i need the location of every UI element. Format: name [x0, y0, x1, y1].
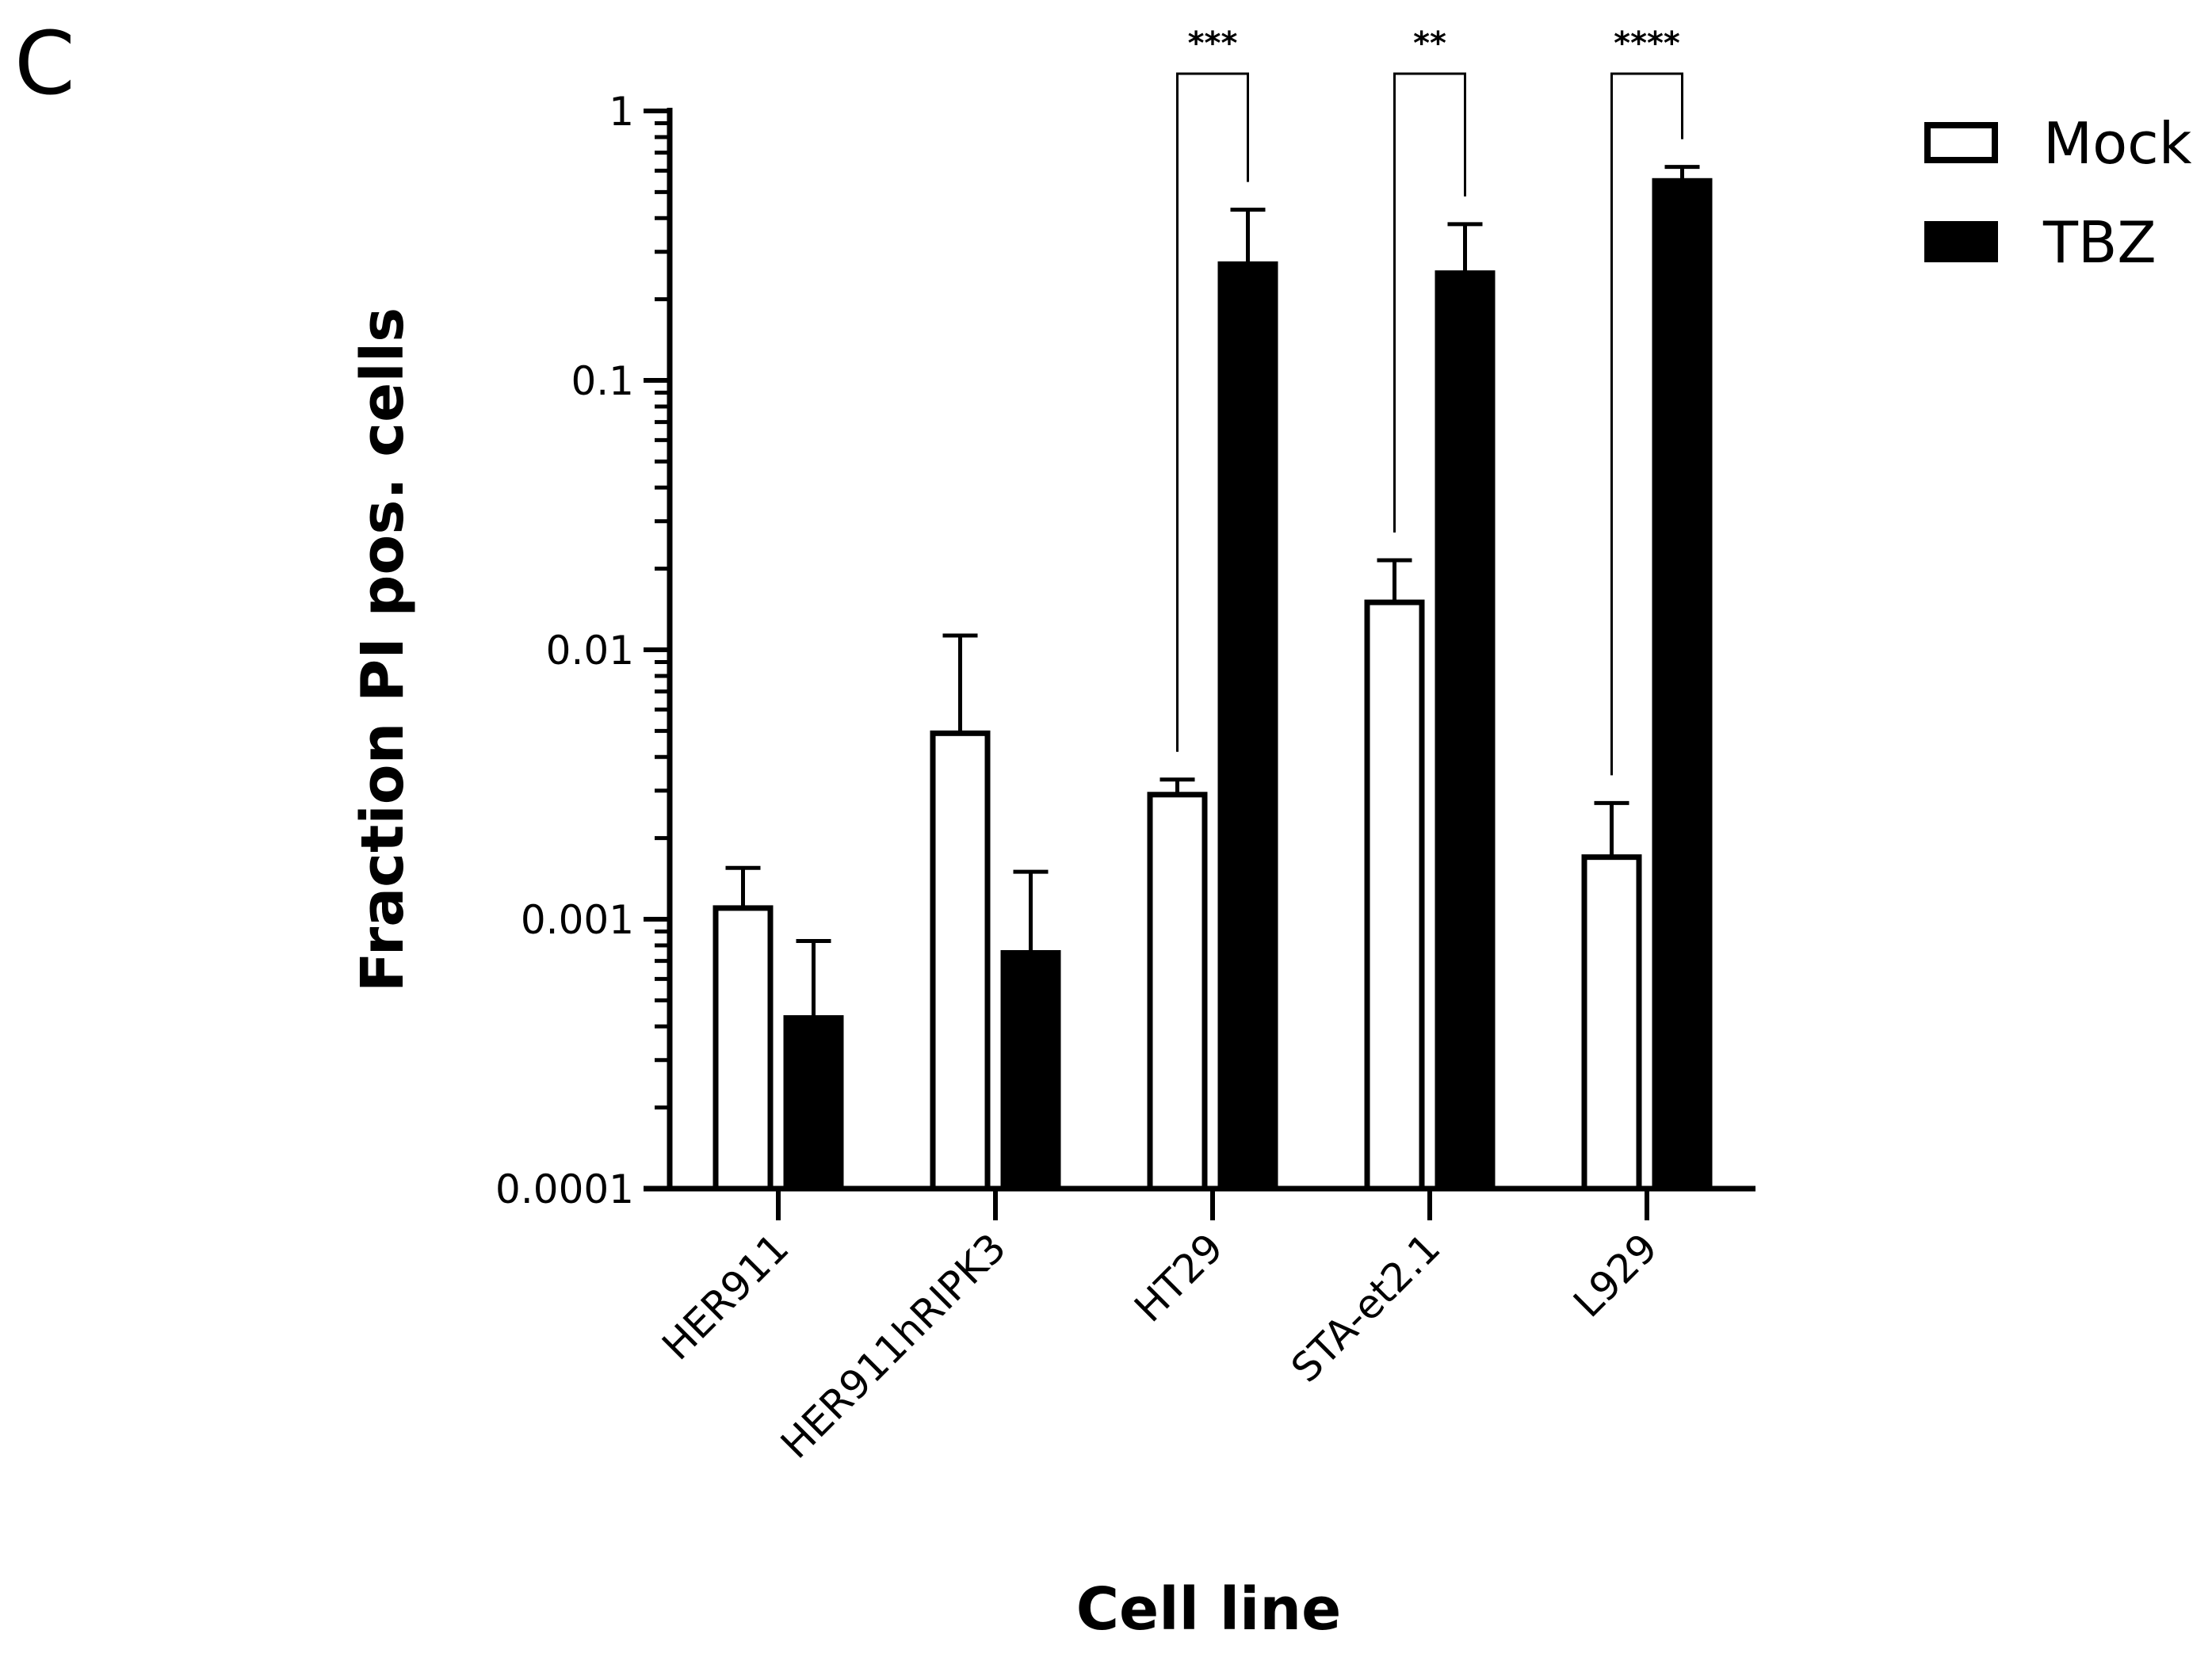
x-tick-label: HT29: [1125, 1224, 1232, 1330]
bar-mock-l929: [1581, 854, 1642, 1192]
legend-swatch: [1924, 221, 1998, 262]
y-tick-label: 0.1: [571, 358, 634, 404]
panel-letter: C: [14, 13, 75, 114]
x-tick-label: L929: [1564, 1224, 1666, 1326]
significance-bracket: [1393, 72, 1466, 533]
significance-label: ***: [1188, 25, 1238, 62]
bar-mock-ht29: [1147, 792, 1208, 1192]
legend: Mock TBZ: [1924, 110, 2192, 276]
legend-label: Mock: [2043, 110, 2192, 177]
x-tick-label: HER911hRIPK3: [772, 1224, 1014, 1467]
x-tick-label: STA-et2.1: [1282, 1224, 1449, 1391]
bar-mock-sta-et2-1: [1364, 599, 1425, 1192]
y-tick-label: 0.0001: [495, 1166, 634, 1212]
y-axis-title: Fraction PI pos. cells: [349, 307, 417, 992]
legend-label: TBZ: [2042, 209, 2157, 276]
bar-tbz-her911hripk3: [1000, 949, 1061, 1192]
y-tick-label: 0.01: [546, 628, 634, 674]
y-tick-label: 1: [609, 89, 634, 135]
significance-brackets: *** ** ****: [1176, 25, 1683, 776]
bar-tbz-sta-et2-1: [1435, 270, 1496, 1192]
bars: [713, 165, 1713, 1192]
bar-mock-her911hripk3: [930, 730, 991, 1192]
x-tick-label: HER911: [653, 1224, 797, 1369]
legend-swatch: [1924, 122, 1998, 163]
significance-bracket: [1176, 72, 1249, 752]
bar-tbz-l929: [1652, 178, 1713, 1192]
bar-tbz-her911: [783, 1015, 844, 1192]
x-axis-title: Cell line: [1076, 1575, 1342, 1643]
significance-label: ****: [1614, 25, 1680, 62]
bar-mock-her911: [713, 905, 774, 1192]
y-tick-label: 0.001: [521, 897, 634, 943]
significance-label: **: [1413, 25, 1446, 62]
significance-bracket: [1610, 72, 1683, 776]
bar-tbz-ht29: [1217, 261, 1278, 1192]
